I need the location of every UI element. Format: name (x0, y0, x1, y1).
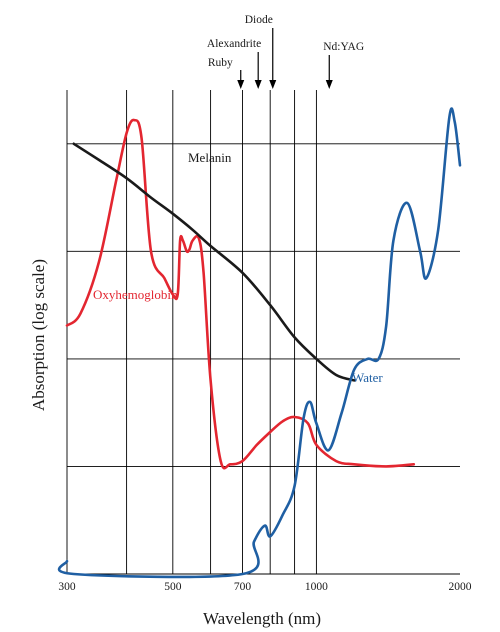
water-line (57, 107, 462, 579)
diode-label: Diode (245, 14, 273, 26)
x-tick-label: 2000 (449, 581, 472, 593)
x-tick-label: 500 (164, 581, 182, 593)
y-axis-title: Absorption (log scale) (29, 259, 48, 411)
melanin-line (72, 142, 356, 382)
x-tick-label: 700 (234, 581, 252, 593)
oxyhemoglobin-label: Oxyhemoglobin (93, 287, 178, 302)
diode-arrowhead (269, 80, 277, 89)
x-tick-labels: 300 500 700 1000 2000 (58, 581, 471, 593)
alexandrite-arrowhead (254, 80, 262, 89)
grid-lines (66, 90, 460, 575)
x-tick-label: 300 (58, 581, 76, 593)
water-label: Water (352, 370, 383, 385)
alexandrite-label: Alexandrite (207, 38, 261, 50)
nd-yag-arrowhead (325, 80, 333, 89)
series-lines (57, 107, 462, 579)
ruby-arrowhead (237, 80, 245, 89)
nd-yag-label: Nd:YAG (323, 41, 364, 53)
x-axis-title: Wavelength (nm) (203, 609, 321, 628)
laser-markers: Ruby Alexandrite Diode Nd:YAG (207, 14, 364, 89)
series-labels: Oxyhemoglobin Melanin Water (93, 150, 383, 385)
x-tick-label: 1000 (305, 581, 328, 593)
melanin-label: Melanin (188, 150, 232, 165)
ruby-label: Ruby (208, 57, 233, 69)
